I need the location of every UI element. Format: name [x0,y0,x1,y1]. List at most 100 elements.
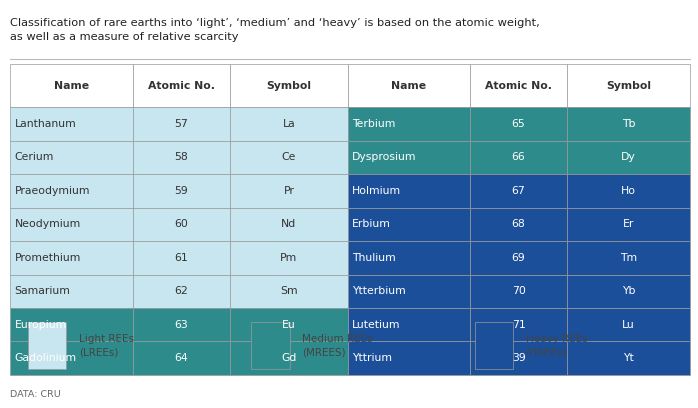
FancyBboxPatch shape [470,174,567,208]
Text: Er: Er [623,220,634,229]
FancyBboxPatch shape [567,208,690,241]
FancyBboxPatch shape [348,341,470,375]
Text: 60: 60 [174,220,188,229]
FancyBboxPatch shape [230,208,348,241]
Text: Ce: Ce [282,153,296,162]
Text: Pm: Pm [281,253,297,263]
FancyBboxPatch shape [10,241,133,275]
Text: Heavy REEs
(HREEs): Heavy REEs (HREEs) [526,334,587,357]
FancyBboxPatch shape [251,322,290,369]
FancyBboxPatch shape [10,64,133,107]
Text: Lu: Lu [622,320,635,330]
FancyBboxPatch shape [470,141,567,174]
FancyBboxPatch shape [230,141,348,174]
Text: Ho: Ho [621,186,636,196]
FancyBboxPatch shape [470,107,567,141]
FancyBboxPatch shape [567,107,690,141]
Text: Yt: Yt [623,353,634,363]
Text: Classification of rare earths into ‘light’, ‘medium’ and ‘heavy’ is based on the: Classification of rare earths into ‘ligh… [10,18,540,42]
Text: Samarium: Samarium [15,286,70,296]
Text: Dy: Dy [621,153,636,162]
FancyBboxPatch shape [10,107,133,141]
FancyBboxPatch shape [230,308,348,341]
Text: Atomic No.: Atomic No. [148,81,215,91]
FancyBboxPatch shape [567,241,690,275]
Text: 71: 71 [512,320,526,330]
Text: Erbium: Erbium [352,220,391,229]
FancyBboxPatch shape [348,208,470,241]
FancyBboxPatch shape [133,141,230,174]
Text: 69: 69 [512,253,526,263]
Text: 64: 64 [174,353,188,363]
FancyBboxPatch shape [10,341,133,375]
Text: Ytterbium: Ytterbium [352,286,406,296]
Text: Dysprosium: Dysprosium [352,153,416,162]
Text: Gd: Gd [281,353,297,363]
FancyBboxPatch shape [133,241,230,275]
FancyBboxPatch shape [133,341,230,375]
Text: 57: 57 [174,119,188,129]
Text: Symbol: Symbol [606,81,651,91]
FancyBboxPatch shape [475,322,513,369]
Text: 39: 39 [512,353,526,363]
Text: 67: 67 [512,186,526,196]
FancyBboxPatch shape [10,308,133,341]
Text: Symbol: Symbol [267,81,311,91]
FancyBboxPatch shape [230,64,348,107]
FancyBboxPatch shape [230,241,348,275]
FancyBboxPatch shape [10,208,133,241]
Text: Name: Name [54,81,89,91]
Text: DATA: CRU: DATA: CRU [10,390,61,399]
Text: Name: Name [391,81,426,91]
FancyBboxPatch shape [230,341,348,375]
Text: Neodymium: Neodymium [15,220,81,229]
Text: Pr: Pr [283,186,295,196]
Text: 66: 66 [512,153,526,162]
Text: Nd: Nd [281,220,297,229]
FancyBboxPatch shape [133,107,230,141]
FancyBboxPatch shape [348,64,470,107]
Text: Europium: Europium [15,320,67,330]
Text: Atomic No.: Atomic No. [485,81,552,91]
FancyBboxPatch shape [470,341,567,375]
Text: Yb: Yb [622,286,635,296]
Text: La: La [283,119,295,129]
Text: Thulium: Thulium [352,253,396,263]
FancyBboxPatch shape [348,141,470,174]
FancyBboxPatch shape [230,275,348,308]
FancyBboxPatch shape [10,275,133,308]
FancyBboxPatch shape [348,107,470,141]
FancyBboxPatch shape [470,241,567,275]
Text: Yttrium: Yttrium [352,353,392,363]
Text: Tm: Tm [620,253,637,263]
Text: 59: 59 [174,186,188,196]
Text: 63: 63 [174,320,188,330]
Text: Lanthanum: Lanthanum [15,119,76,129]
Text: Sm: Sm [280,286,298,296]
FancyBboxPatch shape [348,241,470,275]
FancyBboxPatch shape [470,64,567,107]
FancyBboxPatch shape [567,174,690,208]
FancyBboxPatch shape [133,275,230,308]
Text: Medium REEs
(MREES): Medium REEs (MREES) [302,334,373,357]
Text: Promethium: Promethium [15,253,81,263]
FancyBboxPatch shape [133,308,230,341]
Text: 70: 70 [512,286,526,296]
Text: Light REEs
(LREEs): Light REEs (LREEs) [79,334,134,357]
Text: 68: 68 [512,220,526,229]
FancyBboxPatch shape [567,275,690,308]
FancyBboxPatch shape [567,64,690,107]
FancyBboxPatch shape [470,308,567,341]
Text: 62: 62 [174,286,188,296]
Text: 65: 65 [512,119,526,129]
Text: Lutetium: Lutetium [352,320,400,330]
FancyBboxPatch shape [133,64,230,107]
FancyBboxPatch shape [470,208,567,241]
FancyBboxPatch shape [348,174,470,208]
FancyBboxPatch shape [133,174,230,208]
FancyBboxPatch shape [230,174,348,208]
Text: Gadolinium: Gadolinium [15,353,77,363]
Text: Holmium: Holmium [352,186,401,196]
FancyBboxPatch shape [28,322,66,369]
FancyBboxPatch shape [133,208,230,241]
